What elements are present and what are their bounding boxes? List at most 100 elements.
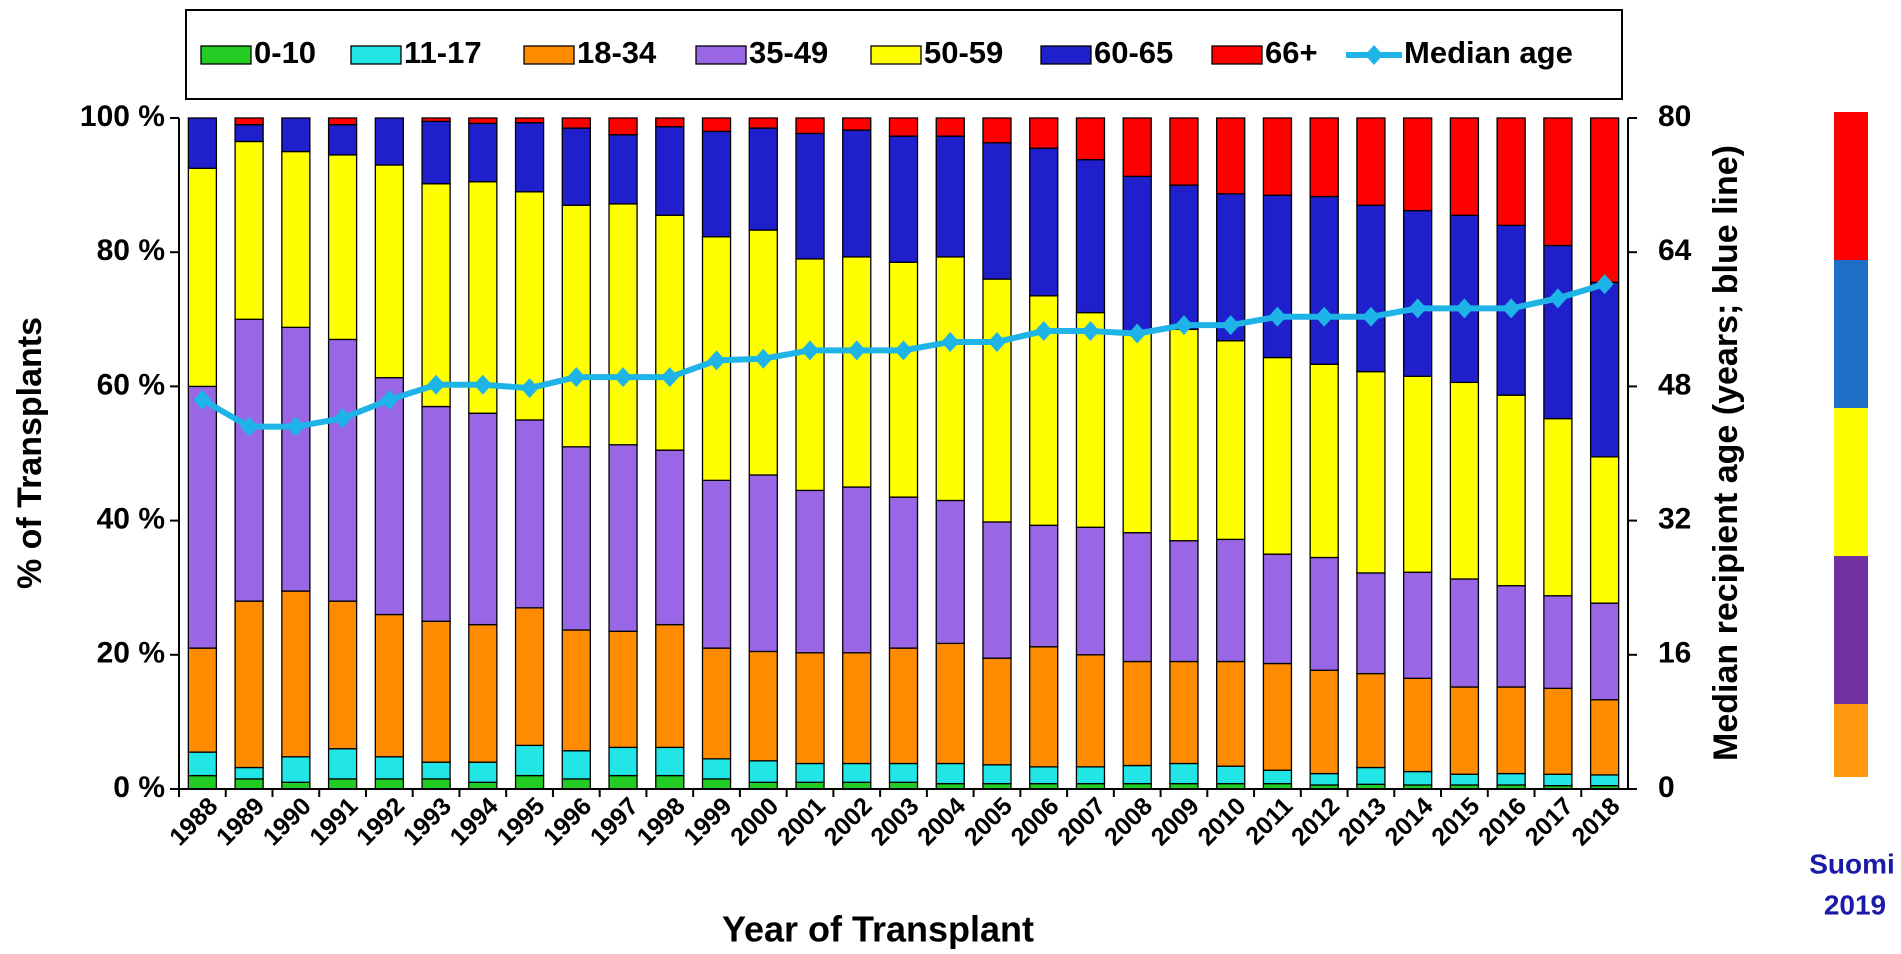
bar-segment	[982, 764, 1012, 785]
bar-segment	[982, 117, 1012, 144]
bar-segment	[1356, 766, 1386, 785]
bar-segment	[468, 117, 498, 125]
x-tick-label: 1999	[678, 792, 737, 851]
x-tick-label: 2008	[1099, 792, 1158, 851]
legend-label: 50-59	[924, 35, 1003, 70]
legend-swatch	[523, 45, 575, 65]
bar-segment	[748, 127, 778, 231]
bar-segment	[655, 774, 685, 790]
bar-segment	[421, 620, 451, 763]
bar-segment	[1309, 669, 1339, 775]
y-tick-label: 0 %	[113, 771, 165, 804]
x-axis-title: Year of Transplant	[722, 909, 1034, 950]
median-marker	[1174, 315, 1193, 336]
bar-segment	[982, 521, 1012, 659]
bar-segment	[374, 778, 405, 790]
y2-tick-label: 48	[1658, 368, 1691, 401]
y-tick-label: 80 %	[97, 234, 165, 267]
bar-segment	[1589, 281, 1620, 458]
bar-segment	[468, 781, 498, 790]
legend-label: 11-17	[404, 35, 482, 70]
legend-label: 18-34	[577, 35, 657, 70]
bar-segment	[514, 607, 545, 747]
x-tick-label: 2003	[865, 792, 924, 851]
median-marker	[801, 340, 820, 361]
bar-segment	[795, 489, 825, 654]
bar-segment	[327, 600, 358, 750]
bar-segment	[281, 117, 311, 153]
bar-segment	[1029, 766, 1059, 785]
bar-segment	[795, 652, 825, 765]
bar-segment	[421, 183, 451, 408]
bar-segment	[1356, 672, 1386, 769]
bar-segment	[187, 647, 218, 753]
bar-segment	[327, 338, 358, 602]
bar-segment	[1122, 330, 1152, 534]
bar-segment	[701, 130, 732, 238]
bar-segment	[842, 486, 872, 654]
x-tick-label: 1994	[445, 792, 504, 851]
x-tick-label: 1990	[258, 792, 317, 851]
bar-segment	[327, 117, 358, 126]
x-tick-label: 1988	[164, 792, 223, 851]
strip-band	[1834, 112, 1868, 260]
y2-tick-label: 0	[1658, 771, 1675, 804]
bar-segment	[608, 134, 638, 205]
color-strip	[1834, 112, 1868, 777]
bar-segment	[281, 150, 311, 329]
bar-segment	[1169, 540, 1199, 663]
x-tick-label: 2006	[1006, 792, 1065, 851]
y-tick-label: 60 %	[97, 368, 165, 401]
bar-segment	[935, 499, 965, 645]
bar-segment	[327, 154, 358, 341]
bar-segment	[281, 590, 311, 758]
bar-segment	[234, 318, 264, 602]
median-marker	[286, 416, 305, 437]
bar-segment	[608, 117, 638, 136]
x-tick-label: 2004	[912, 792, 971, 851]
y-tick-label: 20 %	[97, 637, 165, 670]
legend-swatch	[350, 45, 402, 65]
bar-segment	[1029, 117, 1059, 149]
bar-segment	[1216, 660, 1246, 767]
x-tick-label: 2017	[1520, 792, 1579, 851]
bar-segment	[888, 135, 919, 263]
bar-segment	[1402, 770, 1433, 786]
bar-segment	[888, 647, 919, 765]
bar-segment	[1122, 532, 1152, 663]
bar-segment	[1309, 117, 1339, 198]
footer-text: Suomi	[1809, 848, 1895, 879]
bar-segment	[1449, 686, 1480, 775]
strip-band	[1834, 408, 1868, 556]
median-marker	[567, 367, 586, 388]
strip-band	[1834, 704, 1868, 777]
median-marker	[754, 348, 773, 369]
bar-segment	[1309, 195, 1339, 365]
bar-segment	[1262, 117, 1293, 196]
bar-segment	[888, 496, 919, 649]
bar-segment	[701, 778, 732, 790]
bar-segment	[795, 132, 825, 260]
legend-label: 0-10	[254, 35, 316, 70]
bar-segment	[421, 761, 451, 780]
bar-segment	[701, 647, 732, 760]
bar-segment	[1122, 117, 1152, 178]
bar-segment	[655, 746, 685, 777]
median-marker	[941, 331, 960, 352]
legend-swatch	[200, 45, 252, 65]
bar-segment	[327, 778, 358, 790]
median-marker	[520, 378, 539, 399]
bar-segment	[1169, 762, 1199, 785]
bar-segment	[935, 256, 965, 502]
x-tick-label: 2018	[1566, 792, 1625, 851]
legend-marker	[1365, 45, 1383, 65]
bar-segment	[1169, 117, 1199, 186]
bar-segment	[281, 756, 311, 783]
bar-segment	[1216, 765, 1246, 785]
legend-label: 60-65	[1094, 35, 1173, 70]
bar-segment	[561, 629, 591, 752]
bar-segment	[327, 748, 358, 780]
bar-segment	[561, 750, 591, 780]
x-tick-label: 2005	[959, 792, 1018, 851]
y-tick-label: 40 %	[97, 503, 165, 536]
